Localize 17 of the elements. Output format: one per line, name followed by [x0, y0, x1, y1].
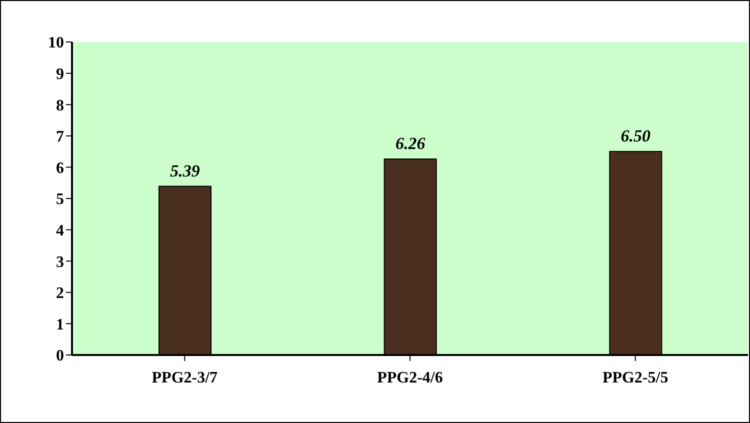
x-tick-label: PPG2-4/6: [377, 369, 443, 386]
y-tick-label: 5: [56, 191, 64, 208]
y-tick-label: 1: [56, 316, 64, 334]
y-tick-label: 7: [56, 128, 64, 146]
data-label: 5.39: [170, 161, 200, 180]
y-tick-label: 8: [56, 97, 64, 114]
y-tick-label: 10: [48, 34, 64, 52]
y-tick-label: 0: [56, 348, 64, 365]
y-tick-label: 4: [56, 222, 64, 240]
data-label: 6.26: [395, 134, 426, 154]
y-tick-label: 2: [56, 285, 64, 302]
x-tick-label: PPG2-5/5: [602, 369, 668, 386]
y-tick-label: 3: [56, 254, 64, 271]
data-label: 6.50: [620, 126, 652, 146]
y-tick-label: 9: [56, 66, 64, 83]
y-tick-label: 6: [56, 160, 64, 177]
x-tick-label: PPG2-3/7: [152, 369, 218, 386]
